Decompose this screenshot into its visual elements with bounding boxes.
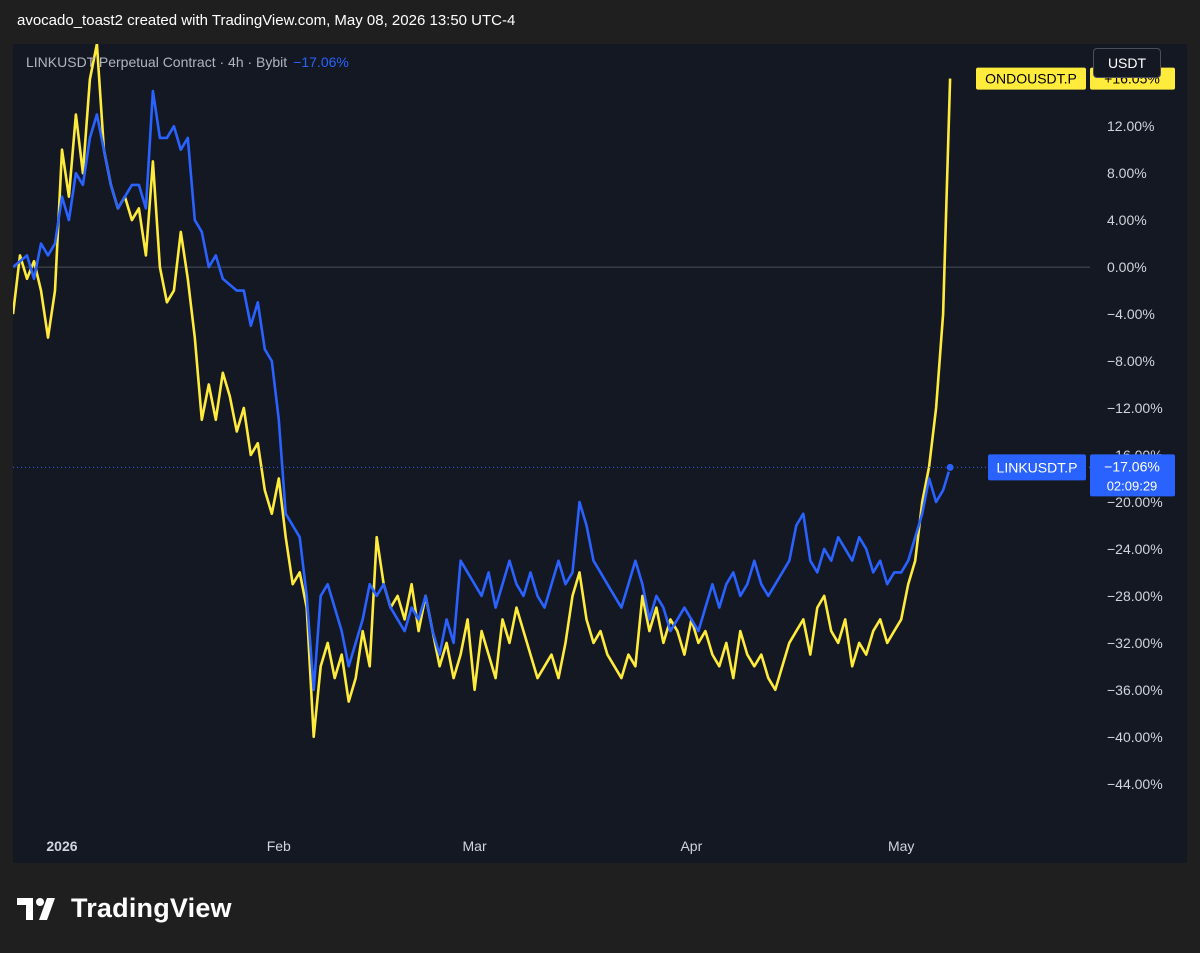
- link-name-tag: [988, 454, 1086, 481]
- line-chart: 12.00% 8.00% 4.00% 0.00% −4.00% −8.00% −12.00%…: [13, 44, 1175, 854]
- y-tick-label: −24.00%: [1107, 541, 1163, 557]
- x-tick-label: Feb: [267, 838, 291, 854]
- ondo-name-label: ONDOUSDT.P: [985, 71, 1077, 87]
- series-line-linkusdt-p: [13, 89, 952, 692]
- currency-button[interactable]: USDT: [1093, 48, 1161, 78]
- link-countdown-label: 02:09:29: [1107, 478, 1158, 493]
- link-last-dot: [945, 462, 955, 472]
- symbol-change: −17.06%: [293, 54, 349, 70]
- x-tick-label: May: [888, 838, 914, 854]
- link-name-label: LINKUSDT.P: [997, 459, 1078, 475]
- x-tick-label: 2026: [46, 838, 77, 854]
- series-line-ondousdt-p: [13, 44, 952, 739]
- tradingview-logo-icon: [17, 897, 55, 920]
- y-tick-label: −8.00%: [1107, 353, 1155, 369]
- footer-logo: TradingView: [17, 893, 232, 924]
- y-tick-label: 4.00%: [1107, 212, 1147, 228]
- chart-caption: avocado_toast2 created with TradingView.…: [17, 12, 516, 29]
- y-tick-label: −20.00%: [1107, 494, 1163, 510]
- x-tick-label: Mar: [463, 838, 487, 854]
- y-tick-label: −32.00%: [1107, 635, 1163, 651]
- link-value-label: −17.06%: [1104, 458, 1160, 474]
- symbol-legend[interactable]: LINKUSDT Perpetual Contract · 4h · Bybit…: [26, 54, 349, 70]
- y-tick-label: −36.00%: [1107, 682, 1163, 698]
- y-tick-label: −40.00%: [1107, 729, 1163, 745]
- footer-brand: TradingView: [71, 893, 232, 923]
- y-tick-label: 12.00%: [1107, 118, 1154, 134]
- y-tick-label: −28.00%: [1107, 588, 1163, 604]
- link-value-tag: [1090, 454, 1175, 497]
- y-tick-label: 0.00%: [1107, 259, 1147, 275]
- y-tick-label: −44.00%: [1107, 776, 1163, 792]
- symbol-title: LINKUSDT Perpetual Contract · 4h · Bybit: [26, 54, 288, 70]
- y-tick-label: 8.00%: [1107, 165, 1147, 181]
- x-tick-label: Apr: [680, 838, 702, 854]
- y-tick-label: −4.00%: [1107, 306, 1155, 322]
- chart-frame[interactable]: LINKUSDT Perpetual Contract · 4h · Bybit…: [13, 44, 1187, 863]
- ondo-name-tag: [976, 67, 1086, 90]
- y-tick-label: −12.00%: [1107, 400, 1163, 416]
